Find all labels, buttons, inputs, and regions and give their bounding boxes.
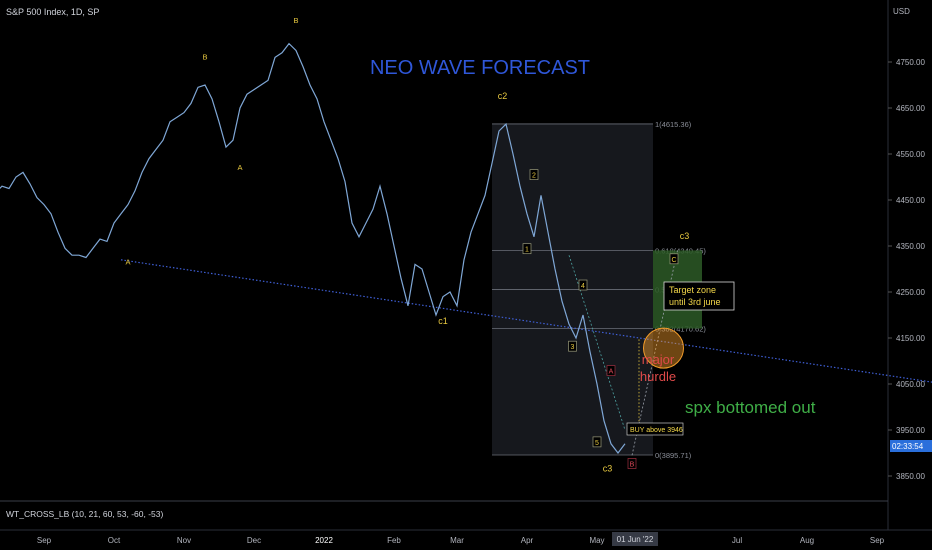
sub-wave-label: 5 — [595, 440, 599, 447]
wave-label: c1 — [438, 316, 448, 326]
target-zone-text-line2: until 3rd june — [669, 297, 721, 307]
currency-label: USD — [893, 7, 910, 16]
y-tick-label: 4750.00 — [896, 58, 925, 67]
wave-label: c3 — [603, 463, 613, 473]
support-trendline — [120, 259, 932, 383]
sub-wave-label: 4 — [581, 283, 585, 290]
major-hurdle-text-line1: major — [642, 352, 675, 367]
x-axis-ticks: AugSepOctNovDec2022FebMarAprMayJulAugSep… — [37, 536, 885, 545]
wave-labels: A B A Bc1 c2 c3 c3 — [125, 16, 690, 473]
fib-level-label: 1(4615.36) — [655, 120, 692, 129]
y-axis-ticks: 3850.00 3950.00 4050.00 4150.00 4250.00 4350.… — [888, 58, 925, 481]
sub-wave-label: 1 — [525, 247, 529, 254]
x-tick-label: Sep — [870, 536, 885, 545]
projection-line — [631, 250, 678, 456]
y-tick-label: 3850.00 — [896, 472, 925, 481]
indicator-label[interactable]: WT_CROSS_LB (10, 21, 60, 53, -60, -53) — [6, 509, 163, 519]
sub-wave-box — [529, 169, 539, 180]
sub-wave-box — [568, 340, 577, 352]
date-tag-label: 01 Jun '22 — [617, 535, 654, 544]
y-tick-label: 4050.00 — [896, 380, 925, 389]
x-tick-label: May — [589, 536, 604, 545]
fib-level-label: 0(3895.71) — [655, 451, 692, 460]
sub-wave-label: 3 — [571, 344, 575, 351]
hurdle-circle — [643, 327, 684, 369]
wave-label: c2 — [498, 91, 508, 101]
hurdle-circle-shape — [643, 327, 684, 369]
sub-wave-box — [606, 365, 616, 376]
wave-label: A — [237, 163, 242, 172]
y-tick-label: 4250.00 — [896, 288, 925, 297]
symbol-title[interactable]: S&P 500 Index, 1D, SP — [6, 7, 99, 17]
price-line — [0, 42, 626, 454]
y-tick-label: 3950.00 — [896, 426, 925, 435]
x-tick-label: Apr — [521, 536, 534, 545]
sub-wave-labels: 1 2 3 4 5 A B C — [522, 169, 679, 469]
annotations: Target zone until 3rd june major hurdle spx … — [626, 281, 816, 436]
date-tag-box — [612, 532, 658, 546]
bottomed-out-text: spx bottomed out — [685, 398, 816, 417]
sub-wave-box — [669, 253, 679, 265]
sub-wave-label: 2 — [532, 173, 536, 180]
x-tick-label: Mar — [450, 536, 464, 545]
y-tick-label: 4450.00 — [896, 196, 925, 205]
fib-level-label: 0.382(4170.62) — [655, 325, 706, 334]
chart-title: NEO WAVE FORECAST — [370, 57, 590, 79]
price-tag-label: 02:33:54 — [892, 442, 924, 451]
sub-wave-box — [592, 436, 602, 448]
x-tick-label: Dec — [247, 536, 261, 545]
price-tag-box — [890, 440, 932, 452]
sub-wave-label: C — [671, 257, 676, 264]
y-tick-label: 4150.00 — [896, 334, 925, 343]
wave-label: B — [293, 16, 298, 25]
price-series — [0, 42, 626, 454]
x-tick-label: Jul — [732, 536, 742, 545]
sub-wave-label: A — [609, 369, 614, 376]
sub-wave-label: B — [630, 462, 635, 469]
y-tick-label: 4650.00 — [896, 104, 925, 113]
x-tick-label: Sep — [37, 536, 52, 545]
wave-label: B — [202, 53, 207, 62]
wave-path-line — [568, 255, 626, 431]
major-hurdle-text-line2: hurdle — [640, 369, 676, 384]
buy-box — [626, 422, 684, 436]
x-tick-label: Feb — [387, 536, 401, 545]
sub-wave-box — [627, 458, 637, 469]
x-tick-label: 2022 — [315, 536, 333, 545]
y-tick-label: 4350.00 — [896, 242, 925, 251]
target-zone-box — [663, 281, 735, 311]
wave-label: c3 — [680, 231, 690, 241]
sub-wave-box — [522, 243, 532, 255]
wave-label: A — [125, 257, 130, 266]
target-zone-text-line1: Target zone — [669, 285, 716, 295]
projection-path — [568, 250, 678, 456]
sub-wave-box — [578, 279, 588, 291]
x-tick-label: Aug — [800, 536, 814, 545]
trendline — [120, 259, 932, 383]
buy-text: BUY above 3946 — [630, 427, 683, 434]
y-tick-label: 4550.00 — [896, 150, 925, 159]
x-tick-label: Oct — [108, 536, 121, 545]
x-tick-label: Nov — [177, 536, 191, 545]
